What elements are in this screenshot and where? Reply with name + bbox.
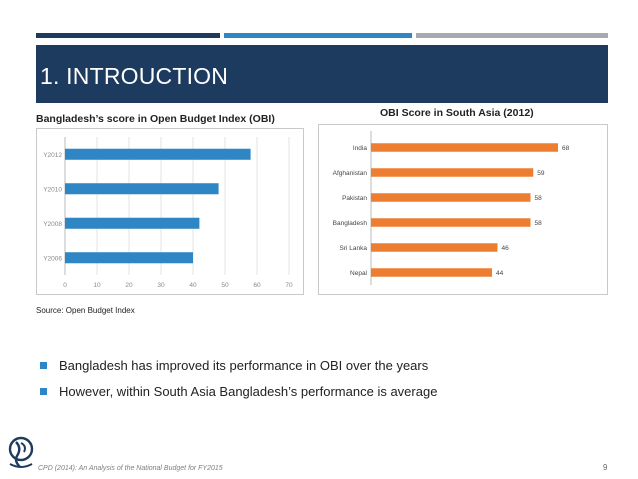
y-tick-label: Y2006	[43, 255, 62, 262]
x-tick-label: 30	[157, 282, 165, 289]
x-tick-label: 40	[189, 282, 197, 289]
cpd-logo-icon	[8, 436, 34, 468]
data-label: 58	[535, 195, 543, 202]
bar-y2012	[65, 148, 251, 160]
top-strip-navy	[36, 33, 220, 38]
page-number: 9	[603, 463, 608, 472]
slide-title: 1. INTROUCTION	[40, 63, 229, 89]
bar-pakistan	[371, 193, 531, 202]
category-label: Sri Lanka	[340, 245, 368, 252]
category-label: Bangladesh	[333, 220, 368, 227]
bar-nepal	[371, 268, 492, 277]
bar-afghanistan	[371, 168, 534, 177]
data-label: 58	[535, 220, 543, 227]
bullet-list: Bangladesh has improved its performance …	[40, 352, 437, 404]
x-tick-label: 50	[221, 282, 229, 289]
x-tick-label: 0	[63, 282, 67, 289]
bullet-square-icon	[40, 387, 47, 395]
title-band: 1. INTROUCTION	[36, 45, 608, 103]
x-tick-label: 70	[285, 282, 293, 289]
bar-sri-lanka	[371, 243, 498, 252]
category-label: Pakistan	[342, 195, 367, 202]
right-bar-chart: India 68 Afghanistan 59 Pakistan 58 Bangladesh…	[333, 131, 570, 285]
x-tick-label: 60	[253, 282, 261, 289]
category-label: India	[353, 145, 367, 152]
footer-citation: CPD (2014): An Analysis of the National …	[38, 465, 223, 472]
left-chart-frame: 0 10 20 30 40 50 60 70 Y2006 Y2008 Y2010 Y2012	[36, 128, 304, 295]
x-tick-label: 10	[93, 282, 101, 289]
bullet-item: Bangladesh has improved its performance …	[40, 352, 437, 378]
bullet-square-icon	[40, 361, 47, 369]
y-tick-label: Y2008	[43, 221, 62, 228]
bullet-item: However, within South Asia Bangladesh’s …	[40, 378, 437, 404]
y-tick-label: Y2010	[43, 186, 62, 193]
bar-y2006	[65, 252, 193, 264]
x-tick-label: 20	[125, 282, 133, 289]
data-label: 59	[537, 170, 545, 177]
data-label: 44	[496, 270, 504, 277]
right-chart-title: OBI Score in South Asia (2012)	[380, 107, 534, 119]
y-tick-label: Y2012	[43, 152, 62, 159]
bar-india	[371, 143, 558, 152]
right-chart-frame: India 68 Afghanistan 59 Pakistan 58 Bangladesh…	[318, 124, 608, 295]
bar-y2010	[65, 183, 219, 195]
bullet-text: Bangladesh has improved its performance …	[59, 357, 429, 373]
category-label: Afghanistan	[333, 170, 368, 177]
left-chart-title: Bangladesh’s score in Open Budget Index …	[36, 113, 275, 125]
bar-y2008	[65, 217, 200, 229]
bar-bangladesh	[371, 218, 531, 227]
top-strip-gray	[416, 33, 608, 38]
data-label: 46	[502, 245, 510, 252]
source-note: Source: Open Budget Index	[36, 306, 135, 315]
data-label: 68	[562, 145, 570, 152]
category-label: Nepal	[350, 270, 368, 277]
bullet-text: However, within South Asia Bangladesh’s …	[59, 383, 438, 399]
top-strip-blue	[224, 33, 412, 38]
left-bar-chart: 0 10 20 30 40 50 60 70 Y2006 Y2008 Y2010 Y2012	[43, 137, 293, 289]
